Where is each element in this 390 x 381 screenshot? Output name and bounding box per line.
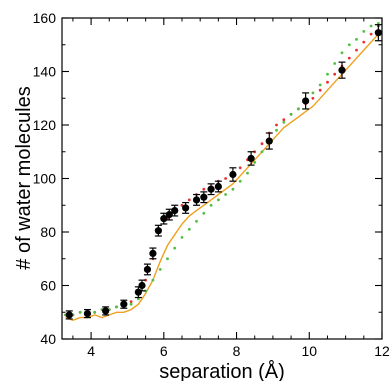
data-point (151, 278, 155, 282)
data-point (165, 211, 173, 219)
data-point (340, 51, 344, 55)
data-point (275, 123, 278, 127)
data-point (253, 161, 257, 164)
x-axis-label: separation (Å) (159, 360, 285, 381)
data-point (78, 310, 82, 314)
x-ticks: 4 6 8 10 12 (72, 18, 390, 359)
data-point (369, 32, 373, 36)
data-point (311, 91, 315, 95)
data-point (160, 215, 168, 223)
data-point (137, 297, 140, 301)
data-point (65, 311, 73, 319)
data-point (297, 107, 300, 111)
data-point (182, 204, 190, 212)
data-point (158, 268, 162, 271)
data-point (192, 196, 201, 204)
data-point (195, 219, 198, 223)
data-point (102, 307, 110, 315)
series-errorbar-points (65, 24, 382, 320)
data-point (229, 170, 237, 179)
data-point (347, 56, 351, 60)
data-point (282, 118, 286, 122)
data-point (144, 278, 148, 282)
data-point (115, 305, 118, 309)
data-point (326, 72, 329, 76)
data-point (180, 236, 184, 239)
data-point (120, 300, 128, 308)
data-point (138, 281, 146, 290)
y-tick-label: 60 (40, 278, 56, 294)
y-tick-label: 80 (40, 224, 56, 240)
data-point (154, 227, 162, 235)
data-point (207, 185, 215, 193)
data-point (129, 300, 133, 303)
data-point (238, 166, 242, 170)
data-point (302, 97, 310, 105)
data-point (200, 193, 208, 201)
data-point (355, 38, 358, 41)
data-point (362, 40, 366, 44)
y-tick-label: 140 (33, 64, 57, 80)
data-point (311, 96, 315, 100)
series-markers-1 (64, 24, 380, 317)
data-point (202, 211, 206, 215)
data-point (129, 302, 133, 306)
series-markers-2 (64, 22, 380, 317)
plot-series-layer (64, 22, 382, 322)
data-point (187, 198, 191, 202)
data-point (83, 309, 92, 318)
data-point (202, 187, 206, 191)
x-tick-label: 10 (301, 343, 317, 359)
data-point (214, 182, 222, 191)
data-point (93, 310, 97, 314)
x-tick-label: 8 (233, 343, 241, 359)
data-point (289, 112, 293, 116)
y-tick-label: 120 (33, 117, 57, 133)
data-point (355, 48, 358, 52)
data-point (326, 80, 329, 84)
x-tick-label: 4 (87, 343, 95, 359)
data-point (253, 150, 257, 154)
data-point (173, 246, 177, 250)
data-point (282, 120, 286, 124)
data-point (171, 207, 179, 215)
y-ticks: 40 60 80 100 120 140 160 (33, 10, 382, 347)
data-point (209, 203, 213, 207)
data-point (238, 179, 242, 183)
data-point (333, 72, 337, 76)
data-point (247, 154, 255, 163)
data-point (338, 66, 346, 74)
data-point (246, 171, 249, 175)
data-point (149, 249, 157, 257)
plot-frame (61, 17, 383, 340)
y-tick-label: 160 (33, 10, 57, 26)
y-axis-label: # of water molecules (13, 86, 35, 269)
data-point (318, 83, 322, 87)
data-point (347, 43, 351, 47)
x-tick-label: 12 (374, 343, 390, 359)
data-point (217, 198, 220, 202)
y-tick-label: 100 (33, 171, 57, 187)
series-line-orange (65, 33, 379, 322)
data-point (333, 62, 337, 65)
data-point (260, 150, 264, 154)
data-point (224, 177, 228, 180)
data-point (134, 288, 142, 296)
data-point (166, 257, 169, 261)
data-point (362, 30, 366, 33)
data-point (231, 187, 235, 191)
data-point (144, 289, 148, 293)
data-point (187, 227, 191, 231)
data-point (318, 88, 322, 92)
x-tick-label: 6 (160, 343, 168, 359)
data-point (275, 128, 278, 132)
y-tick-label: 40 (40, 331, 56, 347)
data-point (265, 137, 273, 145)
data-point (374, 29, 382, 37)
data-point (260, 142, 264, 146)
data-point (143, 265, 152, 274)
data-point (224, 193, 228, 196)
data-point (369, 24, 373, 28)
